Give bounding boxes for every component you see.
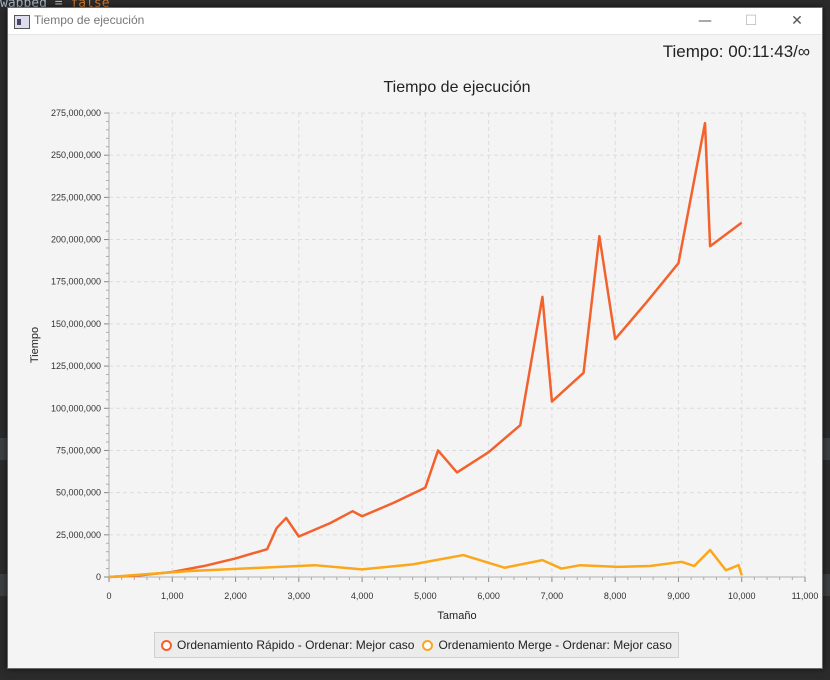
y-tick-label: 250,000,000 [51,150,101,160]
legend-item-quicksort: Ordenamiento Rápido - Ordenar: Mejor cas… [161,638,414,652]
minimize-icon: — [698,13,712,29]
chart-window: Tiempo de ejecución — ☐ ✕ Tiempo: 00:11:… [7,7,823,669]
legend-label: Ordenamiento Rápido - Ordenar: Mejor cas… [177,638,415,652]
x-tick-label: 8,000 [604,591,627,601]
chart-legend: Ordenamiento Rápido - Ordenar: Mejor cas… [154,632,679,658]
y-tick-label: 200,000,000 [51,235,101,245]
execution-time-chart: Tiempo de ejecución 0 1,000 2,000 3,000 4,000… [29,79,819,622]
legend-marker-icon [161,639,172,651]
x-tick-label: 9,000 [667,591,690,601]
x-tick-label: 4,000 [351,591,374,601]
window-title: Tiempo de ejecución [34,13,145,27]
x-tick-label: 11,000 [792,591,819,601]
maximize-button[interactable]: ☐ [728,8,774,34]
y-tick-label: 150,000,000 [51,319,101,329]
maximize-icon: ☐ [744,13,758,29]
app-icon [14,15,30,29]
y-tick-label: 50,000,000 [56,488,101,498]
minimize-button[interactable]: — [682,8,728,34]
plot-area [109,113,805,577]
x-axis-label: Tamaño [437,610,476,622]
y-tick-label: 100,000,000 [51,403,101,413]
chart-title: Tiempo de ejecución [383,79,530,96]
x-tick-label: 3,000 [288,591,311,601]
legend-item-mergesort: Ordenamiento Merge - Ordenar: Mejor caso [422,638,672,652]
background-code-line: wapped = false [0,0,110,11]
x-tick-label: 0 [106,591,111,601]
x-tick-label: 6,000 [477,591,500,601]
y-tick-label: 175,000,000 [51,277,101,287]
y-tick-label: 25,000,000 [56,530,101,540]
y-tick-label: 275,000,000 [51,108,101,118]
series-line-mergesort [108,548,743,579]
legend-label: Ordenamiento Merge - Ordenar: Mejor caso [438,638,672,652]
x-tick-label: 10,000 [728,591,756,601]
close-icon: ✕ [791,13,803,29]
y-tick-label: 125,000,000 [51,361,101,371]
legend-marker-icon [422,639,434,651]
window-titlebar[interactable]: Tiempo de ejecución — ☐ ✕ [8,8,822,35]
x-tick-label: 5,000 [414,591,437,601]
close-button[interactable]: ✕ [774,8,820,34]
y-tick-label: 75,000,000 [56,445,101,455]
x-tick-label: 1,000 [161,591,184,601]
x-tick-label: 2,000 [224,591,247,601]
y-axis-label: Tiempo [29,327,41,363]
y-tick-label: 0 [96,572,101,582]
elapsed-timer: Tiempo: 00:11:43/∞ [662,42,810,61]
series-line-quicksort [108,121,743,579]
y-tick-label: 225,000,000 [51,192,101,202]
x-tick-label: 7,000 [541,591,564,601]
